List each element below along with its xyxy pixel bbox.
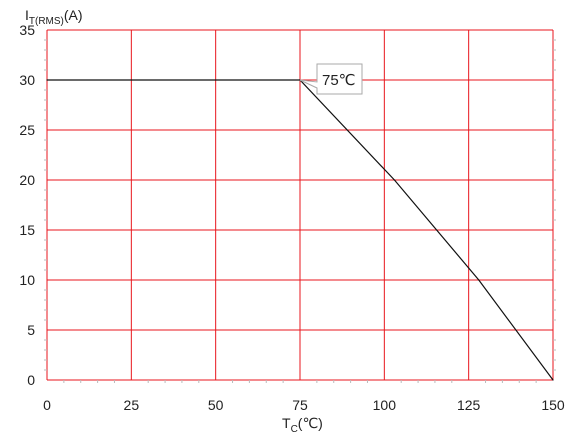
- annotation-layer: 75℃: [299, 63, 363, 95]
- annotation-label: 75℃: [322, 72, 356, 89]
- tick-label-layer: 0 5 10 15 20 25 30 35 0 25 50 75 100 125 150: [19, 22, 564, 413]
- y-axis-title-unit: (A): [64, 7, 83, 23]
- y-axis-title: IT(RMS)(A): [25, 7, 83, 27]
- x-axis-title-unit: (℃): [298, 415, 323, 431]
- y-axis-title-sub: T(RMS): [29, 16, 64, 27]
- y-tick-label: 25: [19, 122, 35, 138]
- y-tick-label: 35: [19, 22, 35, 38]
- data-point: [478, 279, 480, 281]
- y-tick-label: 10: [19, 272, 35, 288]
- x-tick-label: 125: [457, 397, 481, 413]
- y-tick-label: 15: [19, 222, 35, 238]
- x-axis-title: TC(℃): [282, 415, 323, 435]
- data-point: [552, 379, 554, 381]
- y-axis-title-main: I: [25, 7, 29, 23]
- grid-layer: [46, 29, 554, 381]
- data-point: [393, 179, 396, 181]
- x-tick-label: 75: [292, 397, 308, 413]
- x-tick-label: 25: [124, 397, 140, 413]
- x-tick-label: 0: [43, 397, 51, 413]
- annotation-callout-box: [299, 63, 363, 95]
- x-tick-label: 50: [208, 397, 224, 413]
- y-tick-label: 5: [27, 322, 35, 338]
- x-tick-label: 100: [373, 397, 397, 413]
- x-axis-title-sub: C: [291, 424, 298, 435]
- y-tick-label: 0: [27, 372, 35, 388]
- y-tick-label: 20: [19, 172, 35, 188]
- x-axis-title-main: T: [282, 415, 291, 431]
- x-tick-label: 150: [541, 397, 565, 413]
- data-point: [46, 79, 48, 81]
- minor-tick-layer: [44, 39, 556, 383]
- y-tick-label: 30: [19, 72, 35, 88]
